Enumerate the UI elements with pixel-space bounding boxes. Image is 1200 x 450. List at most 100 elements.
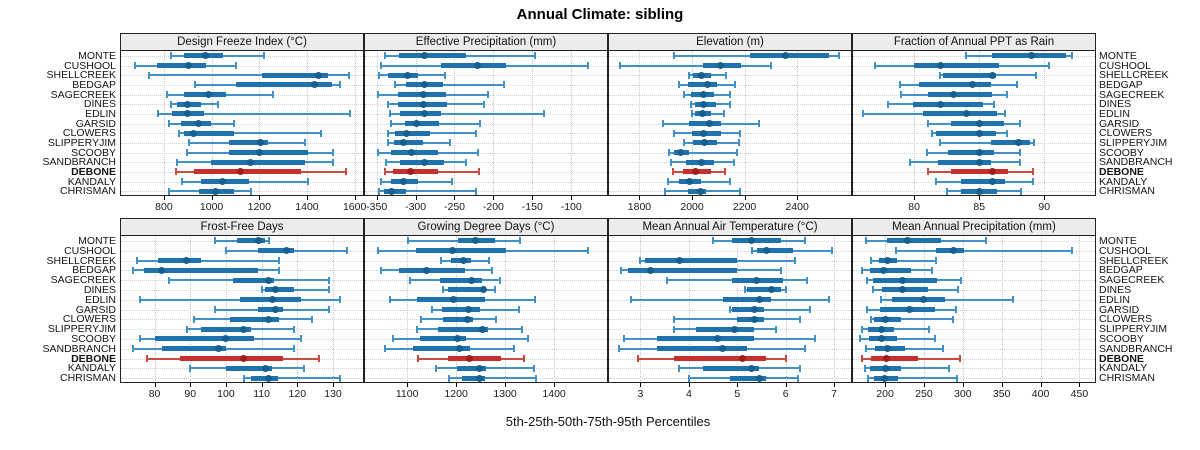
- whisker-cap-low-MONTE: [712, 237, 715, 245]
- whisker-cap-low-EDLIN: [862, 110, 865, 118]
- iqr-box-EDLIN: [892, 297, 945, 303]
- whisker-cap-low-KANDALY: [189, 364, 192, 372]
- median-dot-KANDALY: [261, 364, 269, 372]
- whisker-cap-high-DINES: [328, 286, 331, 294]
- median-dot-EDLIN: [268, 296, 276, 304]
- axis-tick-label: 1800: [627, 201, 652, 213]
- gridline-vertical: [407, 236, 409, 382]
- median-dot-SCOOBY: [222, 335, 230, 343]
- axis-tick-label: 120: [288, 388, 307, 400]
- whisker-cap-high-SCOOBY: [813, 335, 816, 343]
- whisker-cap-high-CHRISMAN: [956, 374, 959, 382]
- median-dot-CUSHOOL: [762, 247, 770, 255]
- median-dot-MONTE: [748, 237, 756, 245]
- whisker-cap-high-KANDALY: [303, 364, 306, 372]
- whisker-cap-high-SCOOBY: [476, 149, 479, 156]
- axis-tick-label: 400: [1031, 388, 1050, 400]
- station-label-right-DEBONE: DEBONE: [1099, 352, 1144, 365]
- whisker-cap-low-SHELLCREEK: [688, 71, 691, 79]
- iqr-box-GARSID: [404, 121, 439, 126]
- whisker-cap-high-CUSHOOL: [1070, 247, 1073, 255]
- median-dot-MONTE: [254, 237, 262, 245]
- gridline-vertical: [259, 51, 261, 195]
- axis-tick: [225, 383, 227, 387]
- axis-tick: [190, 383, 192, 387]
- whisker-cap-low-DEBONE: [861, 355, 864, 362]
- whisker-cap-low-EDLIN: [388, 110, 391, 118]
- iqr-box-MONTE: [732, 238, 781, 244]
- axis-tick: [571, 196, 573, 200]
- whisker-GARSID: [730, 308, 810, 311]
- gridline-horizontal: [853, 378, 1095, 380]
- whisker-cap-high-KANDALY: [451, 178, 454, 185]
- median-dot-BEDGAP: [969, 81, 977, 89]
- whisker-cap-low-SLIPPERYJIM: [939, 139, 942, 147]
- whisker-cap-high-GARSID: [233, 120, 236, 127]
- gridline-horizontal: [121, 289, 363, 291]
- gridline-horizontal: [853, 309, 1095, 311]
- whisker-cap-low-SLIPPERYJIM: [185, 325, 188, 333]
- whisker-cap-high-SLIPPERYJIM: [774, 325, 777, 333]
- whisker-cap-low-MONTE: [672, 52, 675, 60]
- whisker-cap-high-SAGECREEK: [486, 91, 489, 98]
- median-dot-CUSHOOL: [936, 62, 944, 69]
- whisker-cap-high-CLOWERS: [475, 129, 478, 137]
- iqr-box-SHELLCREEK: [645, 258, 738, 263]
- whisker-cap-low-CUSHOOL: [750, 247, 753, 255]
- whisker-cap-low-CHRISMAN: [167, 187, 170, 195]
- whisker-cap-high-DINES: [483, 100, 486, 108]
- median-dot-SAGECREEK: [898, 276, 906, 284]
- whisker-SHELLCREEK: [871, 259, 936, 262]
- whisker-cap-high-SAGECREEK: [271, 91, 274, 98]
- iqr-box-DEBONE: [393, 169, 439, 175]
- whisker-cap-high-GARSID: [479, 120, 482, 127]
- station-label-right-CUSHOOL: CUSHOOL: [1099, 244, 1151, 257]
- axis-tick-label: 450: [1070, 388, 1089, 400]
- whisker-cap-low-CUSHOOL: [224, 247, 227, 255]
- axis-tick-label: 1300: [493, 388, 517, 400]
- axis-tick: [354, 196, 356, 200]
- median-dot-EDLIN: [449, 296, 457, 304]
- axis-tick: [211, 196, 213, 200]
- iqr-box-DEBONE: [950, 169, 1008, 175]
- iqr-box-CUSHOOL: [415, 248, 507, 254]
- median-dot-KANDALY: [400, 178, 408, 185]
- iqr-box-BEDGAP: [143, 267, 259, 273]
- median-dot-CHRISMAN: [975, 187, 983, 195]
- gridline-horizontal: [609, 250, 851, 252]
- axis-tick: [259, 196, 261, 200]
- panel-plot-mean-annual-air-temperature-c: [608, 236, 852, 383]
- whisker-cap-low-CUSHOOL: [618, 62, 621, 69]
- whisker-cap-high-SCOOBY: [526, 335, 529, 343]
- whisker-cap-high-DEBONE: [958, 355, 961, 362]
- iqr-box-MONTE: [749, 53, 829, 59]
- median-dot-CLOWERS: [463, 315, 471, 323]
- median-dot-MONTE: [202, 52, 210, 60]
- gridline-horizontal: [853, 329, 1095, 331]
- median-dot-DEBONE: [237, 168, 245, 176]
- station-label-right-SANDBRANCH: SANDBRANCH: [1099, 342, 1173, 355]
- whisker-cap-low-SAGECREEK: [682, 91, 685, 98]
- whisker-cap-low-BEDGAP: [394, 81, 397, 89]
- iqr-box-KANDALY: [703, 365, 760, 371]
- axis-tick-label: -150: [521, 201, 543, 213]
- whisker-cap-high-SCOOBY: [299, 335, 302, 343]
- panel-plot-effective-precipitation-mm: [364, 51, 608, 196]
- gridline-vertical: [640, 236, 642, 382]
- axis-tick: [692, 196, 694, 200]
- median-dot-BEDGAP: [421, 81, 429, 89]
- whisker-cap-low-BEDGAP: [132, 266, 135, 274]
- median-dot-GARSID: [195, 120, 203, 127]
- median-dot-CLOWERS: [190, 129, 198, 137]
- whisker-cap-high-CLOWERS: [320, 129, 323, 137]
- gridline-horizontal: [365, 162, 607, 164]
- whisker-SHELLCREEK: [136, 259, 280, 262]
- median-dot-SLIPPERYJIM: [700, 139, 708, 147]
- iqr-box-CHRISMAN: [687, 188, 706, 194]
- whisker-cap-high-BEDGAP: [734, 81, 737, 89]
- station-label-left-SAGECREEK: SAGECREEK: [50, 88, 116, 101]
- whisker-cap-low-CLOWERS: [673, 315, 676, 323]
- median-dot-SAGECREEK: [205, 91, 212, 98]
- whisker-cap-high-CHRISMAN: [475, 187, 478, 195]
- iqr-box-KANDALY: [960, 179, 1006, 184]
